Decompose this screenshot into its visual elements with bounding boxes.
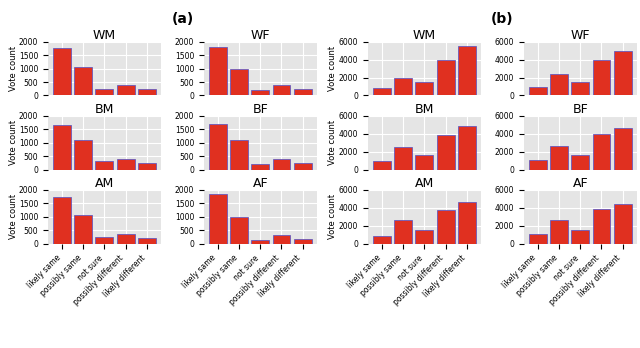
Title: BF: BF (252, 103, 268, 116)
Title: AM: AM (95, 177, 114, 190)
Bar (550, 74, 568, 95)
Bar (373, 88, 391, 95)
Bar (138, 238, 156, 244)
Bar (294, 89, 312, 95)
Bar (273, 85, 291, 95)
Title: BM: BM (415, 103, 434, 116)
Title: BF: BF (572, 103, 588, 116)
Title: WM: WM (413, 29, 436, 42)
Bar (294, 163, 312, 169)
Bar (593, 134, 611, 169)
Bar (458, 201, 476, 244)
Title: AF: AF (573, 177, 588, 190)
Y-axis label: Vote count: Vote count (328, 194, 337, 239)
Bar (458, 126, 476, 169)
Bar (273, 235, 291, 244)
Bar (394, 220, 412, 244)
Bar (394, 147, 412, 169)
Bar (53, 48, 71, 95)
Bar (74, 215, 92, 244)
Y-axis label: Vote count: Vote count (8, 120, 17, 165)
Title: BM: BM (95, 103, 114, 116)
Y-axis label: Vote count: Vote count (328, 46, 337, 91)
Bar (572, 82, 589, 95)
Title: WM: WM (93, 29, 116, 42)
Bar (550, 220, 568, 244)
Bar (572, 155, 589, 169)
Title: WF: WF (251, 29, 270, 42)
Bar (550, 146, 568, 169)
Bar (95, 161, 113, 169)
Bar (614, 128, 632, 169)
Bar (529, 234, 547, 244)
Bar (572, 230, 589, 244)
Bar (415, 155, 433, 169)
Title: AF: AF (253, 177, 268, 190)
Bar (273, 159, 291, 169)
Bar (373, 236, 391, 244)
Bar (209, 124, 227, 169)
Bar (252, 239, 269, 244)
Bar (230, 217, 248, 244)
Bar (529, 87, 547, 95)
Bar (436, 209, 454, 244)
Bar (436, 135, 454, 169)
Text: (a): (a) (172, 12, 193, 26)
Bar (294, 239, 312, 244)
Bar (116, 85, 134, 95)
Bar (458, 46, 476, 95)
Bar (593, 209, 611, 244)
Bar (116, 234, 134, 244)
Bar (209, 47, 227, 95)
Bar (53, 125, 71, 169)
Bar (230, 140, 248, 169)
Bar (53, 197, 71, 244)
Bar (138, 89, 156, 95)
Bar (252, 90, 269, 95)
Bar (74, 140, 92, 169)
Title: WF: WF (571, 29, 590, 42)
Bar (95, 237, 113, 244)
Y-axis label: Vote count: Vote count (8, 46, 17, 91)
Bar (230, 69, 248, 95)
Bar (529, 160, 547, 169)
Bar (95, 89, 113, 95)
Bar (138, 163, 156, 169)
Title: AM: AM (415, 177, 434, 190)
Bar (593, 60, 611, 95)
Bar (436, 60, 454, 95)
Bar (394, 78, 412, 95)
Bar (373, 160, 391, 169)
Bar (116, 159, 134, 169)
Bar (209, 194, 227, 244)
Bar (614, 204, 632, 244)
Bar (74, 67, 92, 95)
Bar (614, 51, 632, 95)
Y-axis label: Vote count: Vote count (328, 120, 337, 165)
Bar (415, 82, 433, 95)
Text: (b): (b) (491, 12, 514, 26)
Bar (252, 164, 269, 169)
Bar (415, 230, 433, 244)
Y-axis label: Vote count: Vote count (8, 194, 17, 239)
